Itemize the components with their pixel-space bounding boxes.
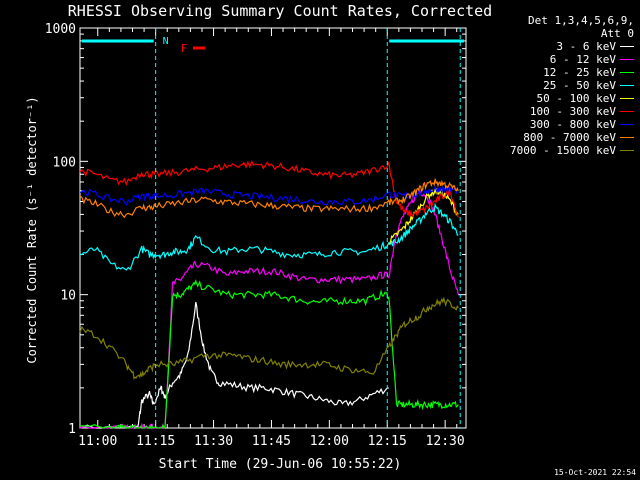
series-line	[79, 301, 389, 429]
series-line	[388, 187, 459, 246]
series-group	[79, 160, 459, 430]
legend-swatch	[620, 137, 634, 138]
legend-item: 800 - 7000 keV	[474, 131, 634, 144]
legend-swatch	[620, 72, 634, 73]
legend-item-label: 800 - 7000 keV	[523, 131, 616, 144]
legend-item-label: 25 - 50 keV	[543, 79, 616, 92]
legend-item-label: 12 - 25 keV	[543, 66, 616, 79]
series-line	[79, 185, 459, 207]
legend-swatch	[620, 124, 634, 125]
legend-swatch	[620, 85, 634, 86]
x-tick-label: 11:45	[252, 434, 291, 449]
annotation-group: NF	[82, 28, 464, 428]
y-axis: 1 10 100 1000	[45, 22, 466, 437]
legend-swatch	[620, 98, 634, 99]
legend: Det 1,3,4,5,6,9, Att 0 3 - 6 keV 6 - 12 k…	[474, 14, 634, 157]
plot-frame	[79, 27, 467, 429]
series-line	[79, 202, 459, 271]
legend-swatch	[620, 111, 634, 112]
legend-header-line: Det 1,3,4,5,6,9,	[528, 14, 634, 27]
y-tick-label: 10	[60, 289, 76, 304]
series-line	[79, 189, 459, 430]
y-tick-label: 100	[53, 155, 76, 170]
series-line	[79, 178, 459, 219]
x-tick-label: 11:15	[136, 434, 175, 449]
legend-item: 100 - 300 keV	[474, 105, 634, 118]
x-tick-label: 12:00	[310, 434, 349, 449]
legend-item: 6 - 12 keV	[474, 53, 634, 66]
y-axis-label: Corrected Count Rate (s⁻¹ detector⁻¹)	[25, 96, 39, 363]
y-tick-label: 1	[68, 422, 76, 437]
legend-item-label: 300 - 800 keV	[529, 118, 616, 131]
x-tick-label: 11:30	[194, 434, 233, 449]
timestamp: 15-Oct-2021 22:54	[554, 468, 636, 477]
legend-item-label: 7000 - 15000 keV	[510, 144, 616, 157]
legend-item: 12 - 25 keV	[474, 66, 634, 79]
series-line	[79, 279, 459, 430]
legend-item-label: 6 - 12 keV	[549, 53, 616, 66]
chart-title: RHESSI Observing Summary Count Rates, Co…	[68, 2, 492, 20]
series-line	[79, 160, 459, 218]
night-marker-label: N	[163, 36, 169, 47]
legend-item: 25 - 50 keV	[474, 79, 634, 92]
x-tick-label: 12:15	[368, 434, 407, 449]
legend-header-line: Att 0	[600, 27, 634, 40]
legend-item-label: 3 - 6 keV	[556, 40, 616, 53]
series-line	[79, 296, 459, 380]
legend-item: 50 - 100 keV	[474, 92, 634, 105]
legend-swatch	[620, 150, 634, 151]
x-tick-label: 11:00	[78, 434, 117, 449]
legend-swatch	[620, 59, 634, 60]
legend-swatch	[620, 46, 634, 47]
legend-item: 3 - 6 keV	[474, 40, 634, 53]
y-tick-label: 1000	[45, 22, 76, 37]
legend-item: 300 - 800 keV	[474, 118, 634, 131]
x-axis-label: Start Time (29-Jun-06 10:55:22)	[159, 457, 402, 472]
legend-item-label: 100 - 300 keV	[529, 105, 616, 118]
legend-item: 7000 - 15000 keV	[474, 144, 634, 157]
x-axis: 11:00 11:15 11:30 11:45 12:00 12:15 12:30	[78, 28, 465, 449]
flare-marker-label: F	[181, 42, 188, 55]
legend-item-label: 50 - 100 keV	[536, 92, 616, 105]
x-tick-label: 12:30	[426, 434, 465, 449]
